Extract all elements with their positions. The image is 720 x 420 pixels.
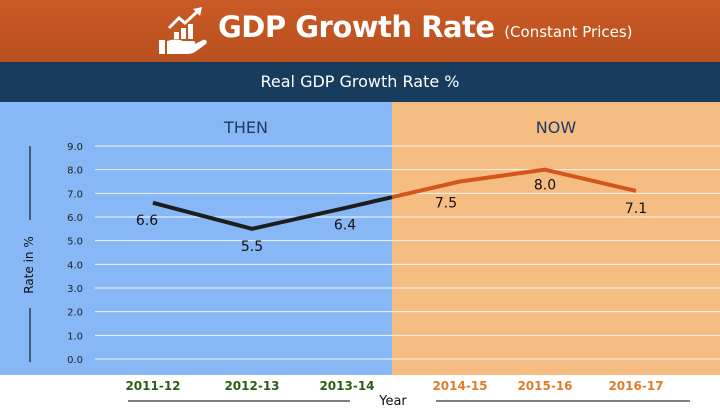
x-tick-label: 2016-17 [608, 379, 663, 393]
data-label: 5.5 [241, 239, 263, 255]
x-tick-label: 2013-14 [319, 379, 374, 393]
x-tick-label: 2011-12 [125, 379, 180, 393]
title-text: GDP Growth Rate [218, 10, 495, 44]
now-panel [392, 102, 720, 375]
data-label: 7.1 [625, 201, 647, 217]
y-tick-label: 0.0 [67, 355, 83, 366]
y-tick-label: 6.0 [67, 213, 83, 224]
then-label: THEN [223, 118, 268, 137]
x-tick-label: 2014-15 [432, 379, 487, 393]
data-label: 8.0 [534, 178, 556, 194]
page-title: GDP Growth Rate (Constant Prices) [218, 10, 633, 44]
now-series-line [391, 167, 637, 200]
chart-title: Real GDP Growth Rate % [260, 72, 460, 91]
gridlines [95, 145, 720, 360]
data-label: 7.5 [435, 196, 457, 212]
y-tick-label: 1.0 [67, 331, 83, 342]
y-tick-label: 2.0 [67, 308, 83, 319]
now-label: NOW [536, 118, 577, 137]
x-tick-label: 2015-16 [517, 379, 572, 393]
y-tick-label: 7.0 [67, 189, 83, 200]
y-tick-labels: 0.0 1.0 2.0 3.0 4.0 5.0 6.0 7.0 8.0 9.0 [67, 142, 83, 366]
line-chart: THEN NOW 0.01.02.03.04.05.06.07.08.09.0 … [0, 102, 720, 420]
x-tick-labels: 2011-12 2012-13 2013-14 2014-15 2015-16 2016-… [125, 379, 663, 393]
y-tick-label: 8.0 [67, 166, 83, 177]
data-label: 6.4 [334, 218, 356, 234]
y-tick-label: 5.0 [67, 237, 83, 248]
series-lines [152, 167, 637, 231]
y-axis-label: Rate in % [22, 236, 36, 294]
chart-title-band: Real GDP Growth Rate % [0, 62, 720, 102]
page-subtitle: (Constant Prices) [504, 23, 633, 41]
header: GDP Growth Rate (Constant Prices) [0, 0, 720, 62]
then-panel [0, 102, 392, 375]
x-axis-area [0, 375, 720, 420]
y-tick-label: 4.0 [67, 260, 83, 271]
data-label: 6.6 [136, 213, 158, 229]
y-tick-label: 3.0 [67, 284, 83, 295]
y-tick-label: 9.0 [67, 142, 83, 153]
data-labels: 6.6 5.5 6.4 7.5 8.0 7.1 [136, 178, 647, 255]
x-tick-label: 2012-13 [224, 379, 279, 393]
x-axis-label: Year [378, 394, 407, 409]
growth-chart-hand-icon [159, 7, 207, 54]
then-series-line [152, 195, 393, 231]
